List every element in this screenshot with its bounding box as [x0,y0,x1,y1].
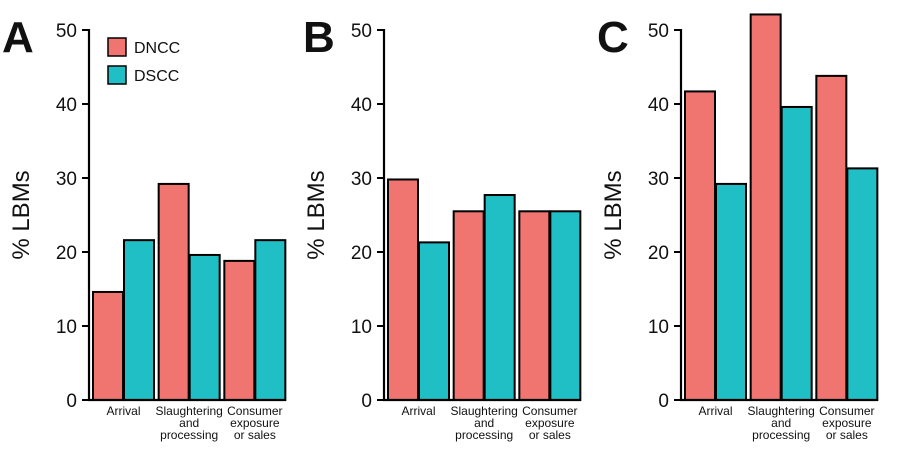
bar-dscc [123,239,155,401]
x-tick-label: Arrival [401,404,435,418]
x-tick-label: exposure [822,416,872,430]
legend-label-dncc: DNCC [134,40,180,57]
y-tick-label: 30 [56,169,77,190]
x-tick-label: Arrival [698,404,732,418]
x-tick-label: Slaughtering [155,404,222,418]
bar-dscc [188,253,221,401]
x-tick-label: exposure [230,416,280,430]
bar-dscc [418,241,450,401]
y-tick-label: 50 [648,21,669,42]
y-tick-label: 30 [351,169,372,190]
x-tick-label: Consumer [522,404,577,418]
x-tick-label: processing [455,428,513,442]
x-tick-label: Arrival [106,404,140,418]
bar-dncc [92,290,124,401]
x-tick-label: processing [752,428,810,442]
x-tick-label: and [474,416,494,430]
x-tick-label: Slaughtering [747,404,814,418]
x-tick-label: processing [160,428,218,442]
y-tick-label: 40 [56,95,77,116]
x-tick-label: Consumer [819,404,874,418]
x-tick-label: or sales [826,428,868,442]
y-tick-label: 0 [361,391,372,412]
bar-dscc [780,105,813,402]
y-tick-label: 10 [648,317,669,338]
y-axis-label: % LBMs [600,170,627,259]
bar-dncc [815,74,848,401]
x-tick-label: and [179,416,199,430]
y-tick-label: 40 [648,95,669,116]
y-tick-label: 40 [351,95,372,116]
bar-dncc [223,259,256,401]
bar-dncc [387,178,419,401]
bar-dscc [846,167,879,401]
legend-swatch-dscc [107,65,127,85]
bar-dncc [518,210,551,401]
x-tick-label: Consumer [227,404,282,418]
legend-label-dscc: DSCC [134,68,179,85]
y-tick-label: 20 [56,243,77,264]
y-tick-label: 10 [56,317,77,338]
y-tick-label: 0 [66,391,77,412]
y-tick-label: 50 [351,21,372,42]
y-axis-label: % LBMs [8,170,35,259]
y-tick-label: 20 [351,243,372,264]
bar-dscc [254,239,287,401]
bar-dscc [715,182,747,401]
y-tick-label: 20 [648,243,669,264]
x-tick-label: or sales [529,428,571,442]
bar-dncc [684,90,716,401]
x-tick-label: exposure [525,416,575,430]
bar-dscc [483,194,516,401]
y-tick-label: 50 [56,21,77,42]
panel-letter: A [2,13,34,62]
y-tick-label: 30 [648,169,669,190]
bar-dncc [749,13,782,402]
bar-dscc [549,210,582,401]
x-tick-label: Slaughtering [450,404,517,418]
x-tick-label: and [771,416,791,430]
bar-dncc [157,182,190,401]
panel-letter: B [303,13,335,62]
legend-swatch-dncc [107,37,127,57]
y-axis-label: % LBMs [303,170,330,259]
y-tick-label: 10 [351,317,372,338]
bar-dncc [452,210,485,401]
x-tick-label: or sales [234,428,276,442]
y-tick-label: 0 [658,391,669,412]
panel-letter: C [597,13,629,62]
